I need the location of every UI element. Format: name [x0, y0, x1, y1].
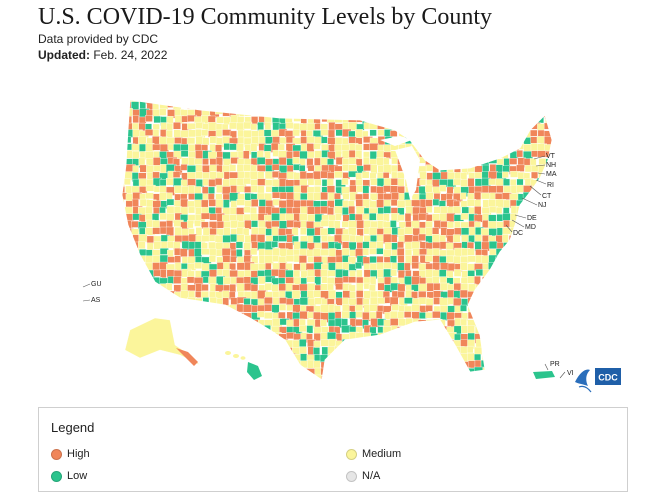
county-map[interactable]: GU AS PR VI VT NH MA RI CT NJ DE MD DC C…: [0, 80, 647, 400]
territory-label-vi: VI: [567, 370, 574, 377]
cdc-logo: CDC: [595, 368, 621, 385]
updated-line: Updated: Feb. 24, 2022: [38, 48, 167, 62]
state-leader-lines: [505, 155, 547, 233]
legend-label-low: Low: [67, 470, 88, 482]
us-counties-layer: [122, 100, 552, 380]
legend-label-medium: Medium: [362, 448, 402, 460]
na-swatch: [346, 470, 357, 482]
hawaii: [225, 351, 262, 380]
hhs-eagle-icon: [575, 369, 592, 393]
state-label-md: MD: [525, 224, 536, 231]
lake-michigan: [395, 146, 420, 200]
state-label-ct: CT: [542, 193, 552, 200]
svg-text:CDC: CDC: [598, 373, 618, 383]
territory-label-as: AS: [91, 297, 101, 304]
puerto-rico: [533, 371, 555, 379]
legend-item-low: Low: [51, 470, 87, 482]
us-outline: [121, 99, 553, 381]
state-label-de: DE: [527, 215, 537, 222]
alaska: [124, 317, 201, 366]
high-swatch: [51, 448, 62, 460]
data-source: Data provided by CDC: [38, 32, 159, 46]
state-label-ri: RI: [547, 182, 554, 189]
legend-title: Legend: [51, 420, 95, 435]
page-title: U.S. COVID-19 Community Levels by County: [38, 4, 492, 30]
state-label-dc: DC: [513, 230, 523, 237]
lake-superior: [380, 136, 412, 146]
territory-label-pr: PR: [550, 361, 560, 368]
legend-label-na: N/A: [362, 470, 381, 482]
state-label-vt: VT: [546, 153, 556, 160]
legend-item-medium: Medium: [346, 448, 401, 460]
updated-label: Updated:: [38, 48, 90, 62]
legend-item-na: N/A: [346, 470, 380, 482]
low-swatch: [51, 470, 62, 482]
medium-swatch: [346, 448, 357, 460]
legend-item-high: High: [51, 448, 90, 460]
territory-label-gu: GU: [91, 281, 102, 288]
legend-label-high: High: [67, 448, 90, 460]
legend: Legend High Medium Low N/A: [38, 407, 628, 492]
state-label-nh: NH: [546, 162, 556, 169]
state-label-nj: NJ: [538, 202, 547, 209]
updated-date: Feb. 24, 2022: [93, 48, 168, 62]
state-label-ma: MA: [546, 171, 557, 178]
